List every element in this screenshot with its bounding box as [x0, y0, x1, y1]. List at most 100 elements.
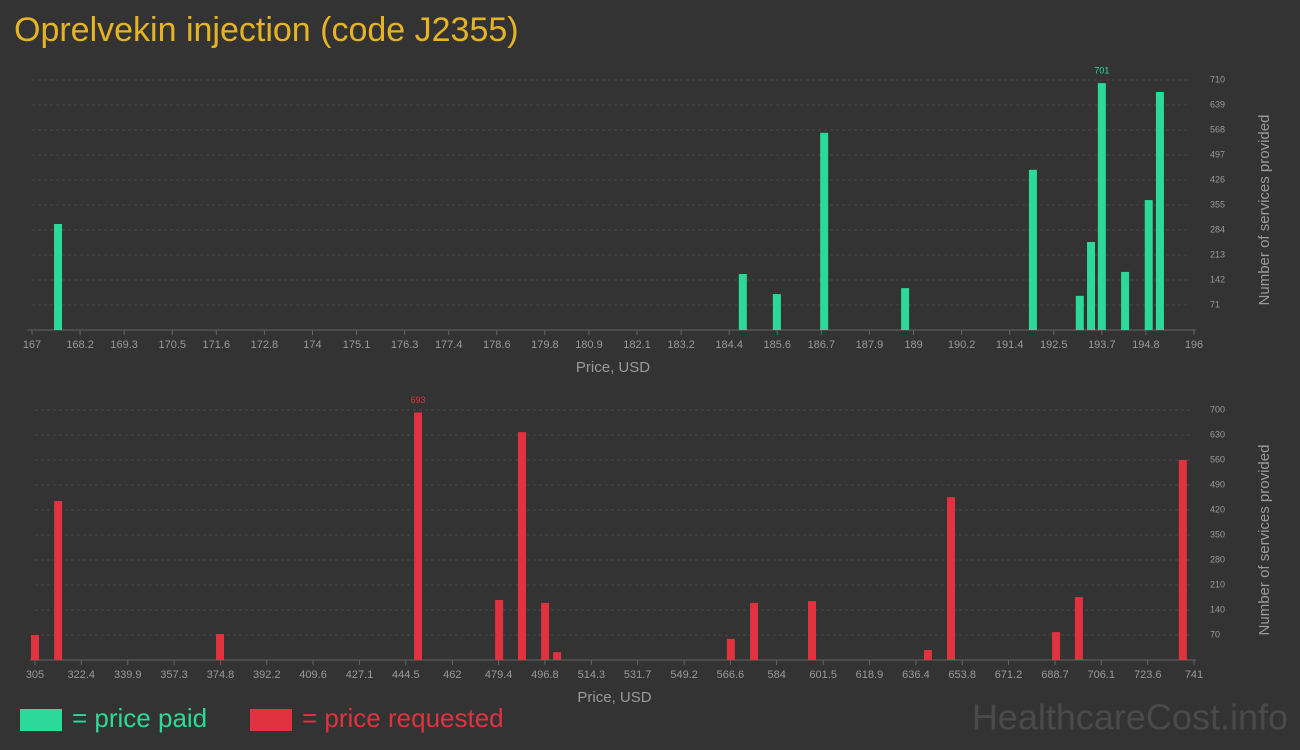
y-tick-label: 350	[1210, 529, 1225, 539]
x-tick-label: 339.9	[114, 669, 142, 681]
y-tick-label: 213	[1210, 249, 1225, 259]
bar	[495, 600, 504, 660]
x-tick-label: 479.4	[485, 669, 513, 681]
x-tick-label: 409.6	[299, 669, 327, 681]
legend-label: = price requested	[302, 703, 504, 733]
y-tick-label: 490	[1210, 479, 1225, 489]
x-axis-label: Price, USD	[576, 359, 650, 376]
x-tick-label: 706.1	[1087, 669, 1115, 681]
x-tick-label: 723.6	[1134, 669, 1162, 681]
x-tick-label: 584	[767, 669, 785, 681]
x-tick-label: 179.8	[531, 339, 559, 351]
x-tick-label: 444.5	[392, 669, 420, 681]
x-tick-label: 184.4	[715, 339, 743, 351]
y-tick-label: 497	[1210, 149, 1225, 159]
x-tick-label: 322.4	[67, 669, 95, 681]
bar	[901, 288, 910, 330]
bar	[54, 501, 63, 660]
x-axis-label: Price, USD	[577, 689, 651, 706]
x-tick-label: 170.5	[158, 339, 186, 351]
y-tick-label: 700	[1210, 404, 1225, 414]
x-tick-label: 357.3	[160, 669, 188, 681]
x-tick-label: 172.8	[251, 339, 279, 351]
x-tick-label: 174	[303, 339, 321, 351]
x-tick-label: 392.2	[253, 669, 281, 681]
bar	[1178, 460, 1187, 660]
x-tick-label: 180.9	[575, 339, 603, 351]
y-tick-label: 568	[1210, 124, 1225, 134]
y-axis-label: Number of services provided	[1256, 445, 1273, 636]
y-tick-label: 560	[1210, 454, 1225, 464]
x-tick-label: 175.1	[343, 339, 371, 351]
x-tick-label: 177.4	[435, 339, 463, 351]
chart-title: Oprelvekin injection (code J2355)	[14, 11, 519, 49]
bar	[1075, 295, 1084, 330]
y-tick-label: 210	[1210, 579, 1225, 589]
y-tick-label: 355	[1210, 199, 1225, 209]
bar	[1028, 169, 1037, 330]
y-tick-label: 142	[1210, 274, 1225, 284]
bar	[808, 601, 817, 660]
y-tick-label: 710	[1210, 74, 1225, 84]
legend-label: = price paid	[72, 703, 207, 733]
x-tick-label: 183.2	[667, 339, 695, 351]
bar	[726, 638, 735, 660]
x-tick-label: 178.6	[483, 339, 511, 351]
x-tick-label: 741	[1185, 669, 1203, 681]
bar	[1144, 200, 1153, 330]
x-tick-label: 601.5	[809, 669, 837, 681]
x-tick-label: 514.3	[578, 669, 606, 681]
legend-swatch	[250, 709, 292, 731]
x-tick-label: 671.2	[995, 669, 1023, 681]
x-tick-label: 462	[443, 669, 461, 681]
x-tick-label: 192.5	[1040, 339, 1068, 351]
x-tick-label: 531.7	[624, 669, 652, 681]
x-tick-label: 186.7	[808, 339, 836, 351]
x-tick-label: 189	[904, 339, 922, 351]
x-tick-label: 636.4	[902, 669, 930, 681]
bar	[750, 602, 759, 660]
bar	[31, 635, 39, 660]
y-tick-label: 639	[1210, 99, 1225, 109]
y-tick-label: 284	[1210, 224, 1225, 234]
x-tick-label: 618.9	[856, 669, 884, 681]
bar	[738, 274, 747, 330]
bar	[1074, 597, 1083, 660]
bar	[947, 497, 956, 660]
watermark: HealthcareCost.info	[972, 697, 1288, 738]
bar	[1087, 241, 1096, 330]
bar	[553, 652, 562, 660]
bar	[820, 132, 829, 330]
x-tick-label: 196	[1185, 339, 1203, 351]
x-tick-label: 305	[26, 669, 44, 681]
y-tick-label: 630	[1210, 429, 1225, 439]
y-tick-label: 420	[1210, 504, 1225, 514]
x-tick-label: 191.4	[996, 339, 1024, 351]
x-tick-label: 187.9	[856, 339, 884, 351]
y-tick-label: 71	[1210, 299, 1220, 309]
bar	[517, 432, 526, 660]
x-tick-label: 194.8	[1132, 339, 1160, 351]
bar	[923, 650, 932, 660]
x-tick-label: 185.6	[764, 339, 792, 351]
bar	[1155, 91, 1164, 330]
y-tick-label: 70	[1210, 629, 1220, 639]
legend-swatch	[20, 709, 62, 731]
bar	[1052, 632, 1061, 660]
x-tick-label: 193.7	[1088, 339, 1116, 351]
y-axis-label: Number of services provided	[1256, 115, 1273, 306]
y-tick-label: 140	[1210, 604, 1225, 614]
x-tick-label: 653.8	[948, 669, 976, 681]
x-tick-label: 171.6	[203, 339, 231, 351]
bar	[414, 412, 423, 660]
value-label: 693	[411, 395, 426, 405]
x-tick-label: 168.2	[66, 339, 94, 351]
value-label: 701	[1094, 66, 1109, 76]
bar	[1121, 271, 1130, 330]
x-tick-label: 496.8	[531, 669, 559, 681]
bar	[54, 224, 63, 330]
x-tick-label: 182.1	[623, 339, 651, 351]
y-tick-label: 426	[1210, 174, 1225, 184]
